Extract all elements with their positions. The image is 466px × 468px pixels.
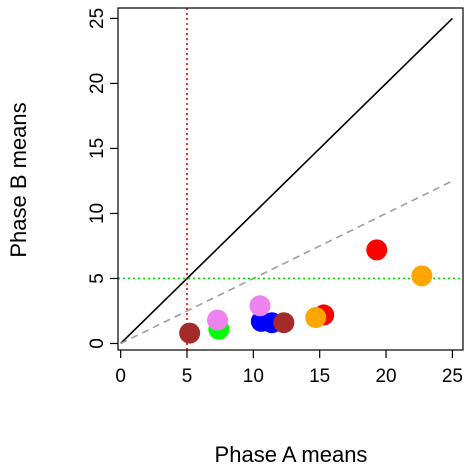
y-axis-title: Phase B means bbox=[6, 102, 31, 257]
data-point-7 bbox=[273, 312, 295, 334]
y-tick-label-5: 5 bbox=[87, 273, 108, 284]
reference-line-half bbox=[120, 180, 453, 345]
data-point-1 bbox=[179, 322, 201, 344]
y-tick-label-15: 15 bbox=[87, 138, 108, 159]
data-point-10 bbox=[366, 239, 388, 261]
x-tick-label-20: 20 bbox=[375, 366, 396, 387]
x-tick-label-5: 5 bbox=[182, 366, 193, 387]
data-point-9 bbox=[305, 306, 327, 328]
x-tick-label-0: 0 bbox=[115, 366, 126, 387]
x-tick-label-15: 15 bbox=[309, 366, 330, 387]
y-tick-label-25: 25 bbox=[87, 8, 108, 29]
data-point-6 bbox=[249, 295, 271, 317]
y-tick-label-0: 0 bbox=[87, 338, 108, 349]
plot-region: 0 5 10 15 20 25 0 5 10 15 20 25 bbox=[87, 7, 464, 387]
x-tick-label-25: 25 bbox=[442, 366, 463, 387]
plot-border bbox=[117, 7, 464, 351]
x-axis-title: Phase A means bbox=[215, 442, 368, 467]
data-point-11 bbox=[411, 265, 433, 287]
data-point-3 bbox=[207, 309, 229, 331]
y-tick-label-10: 10 bbox=[87, 203, 108, 224]
x-tick-label-10: 10 bbox=[243, 366, 264, 387]
y-tick-label-20: 20 bbox=[87, 73, 108, 94]
reference-line-identity bbox=[120, 17, 453, 345]
